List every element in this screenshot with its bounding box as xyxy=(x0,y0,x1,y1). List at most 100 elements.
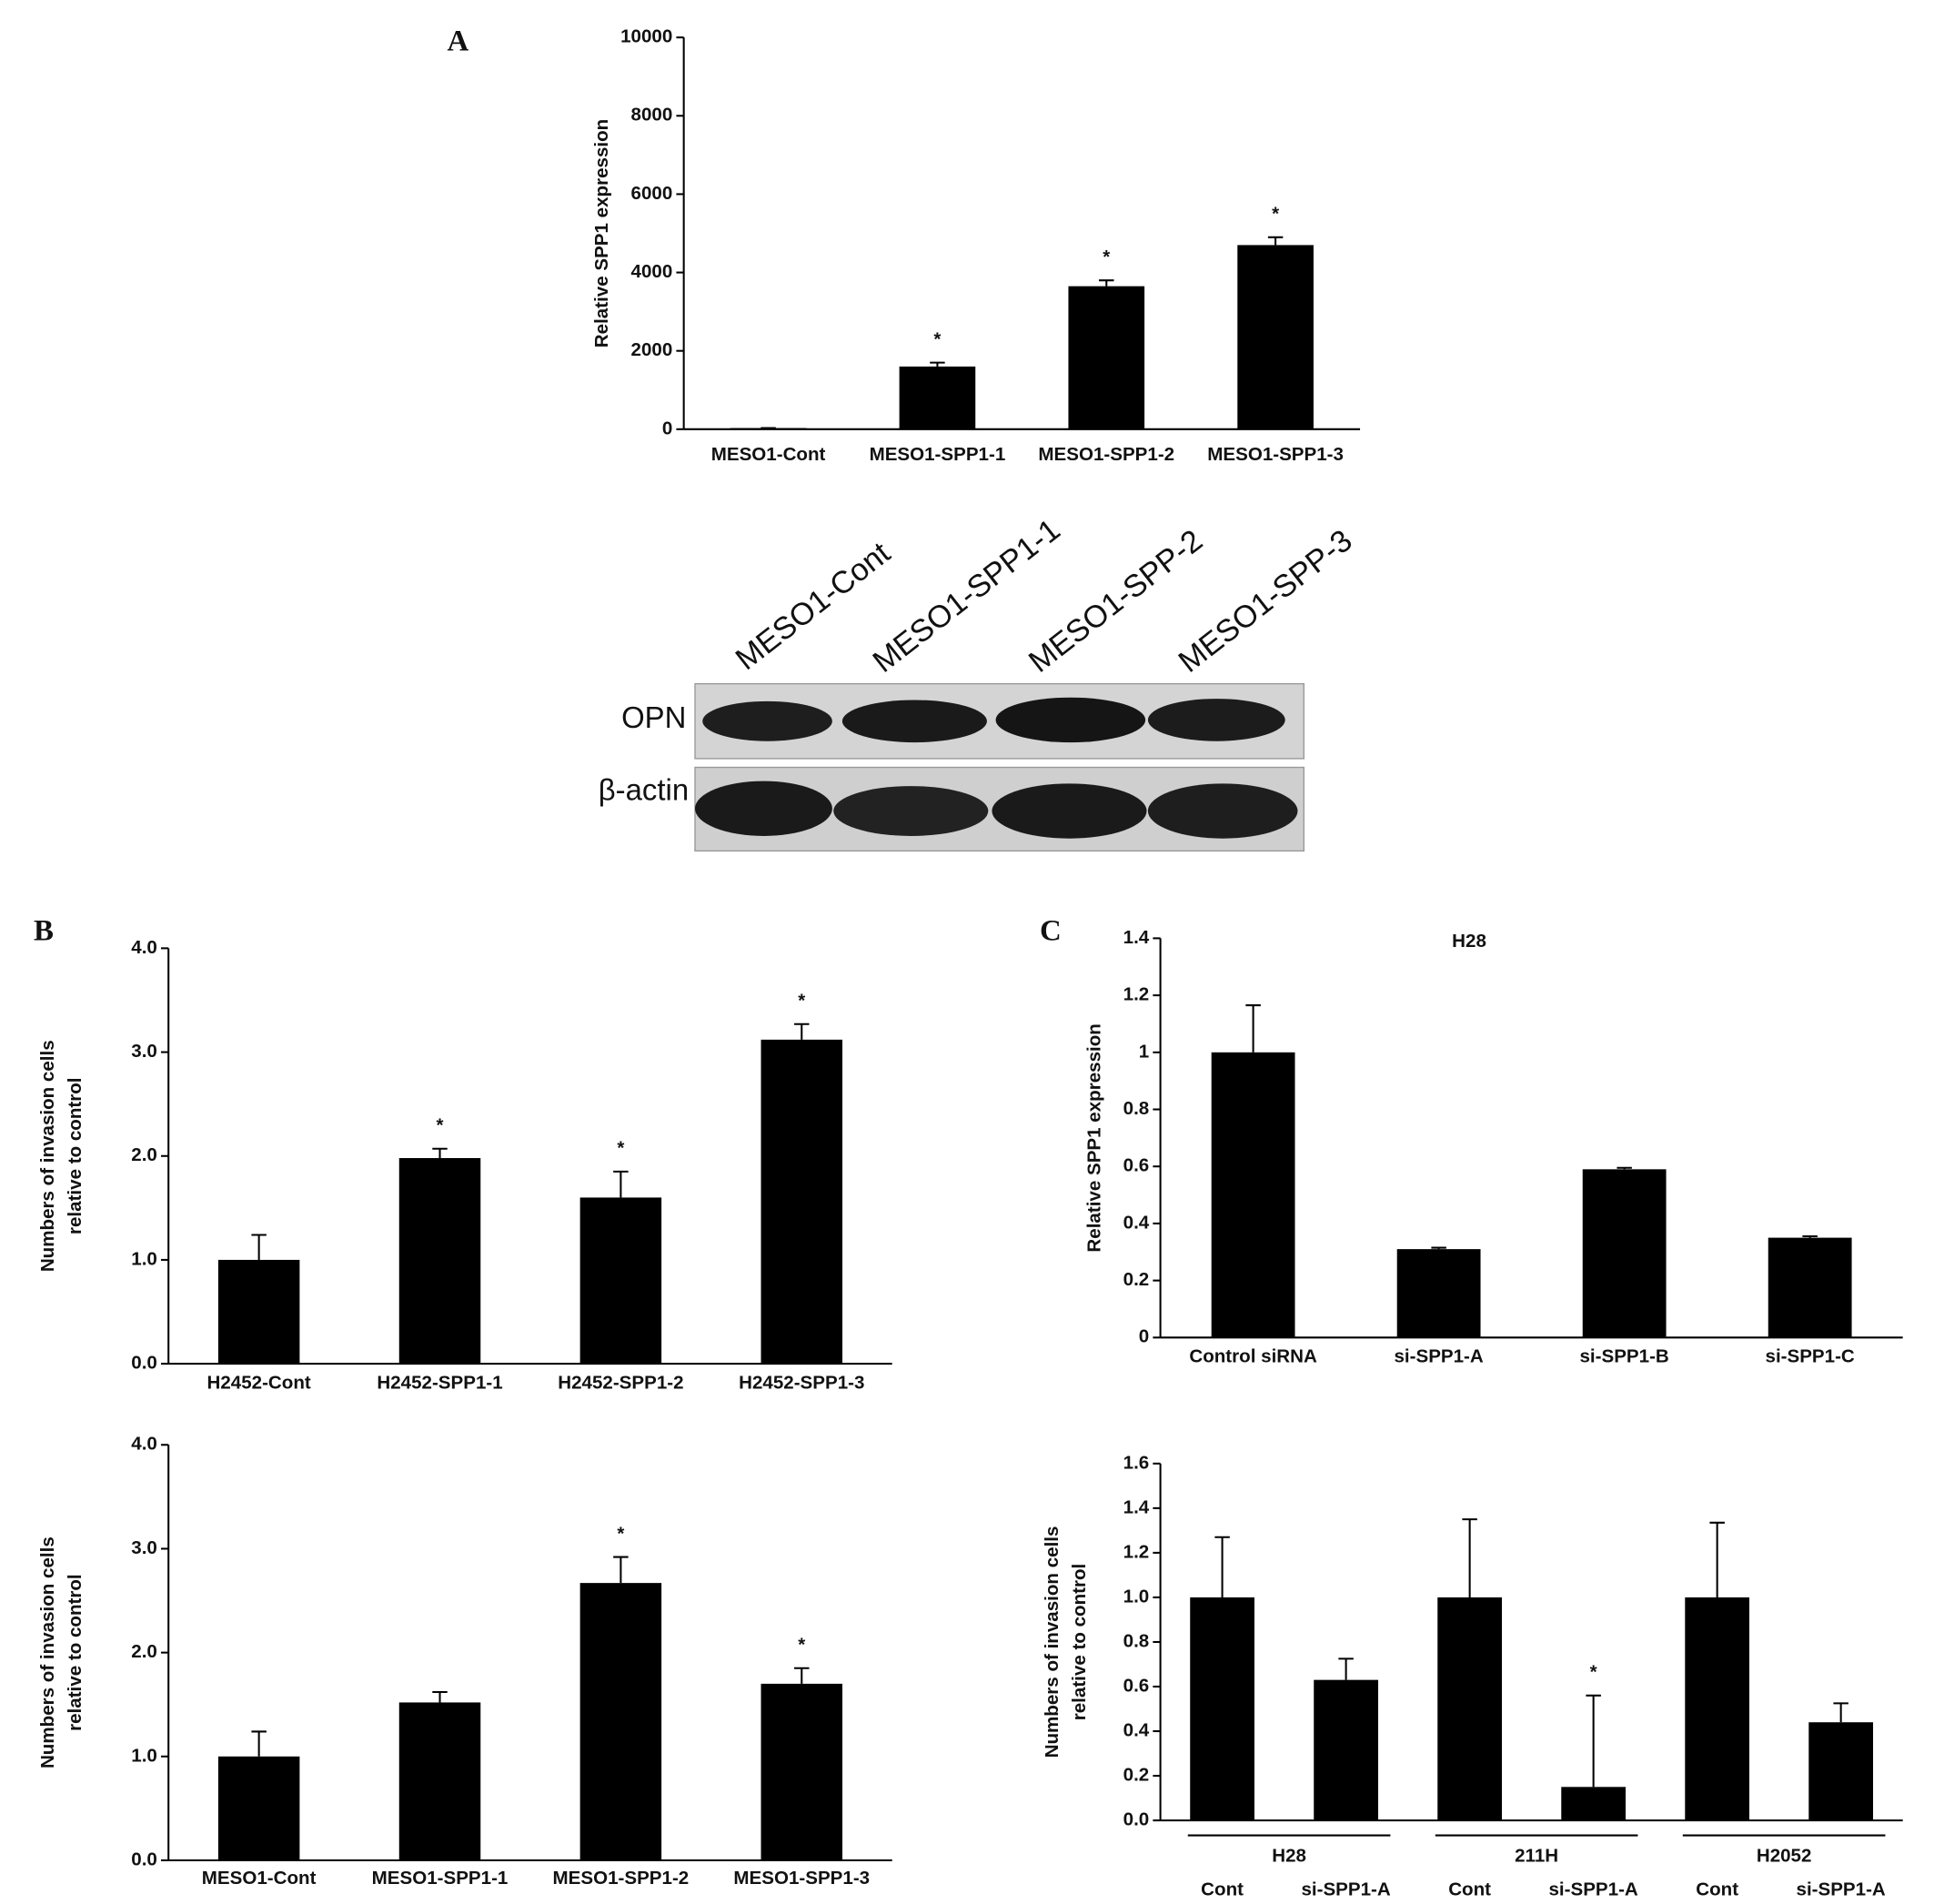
x-tick-label: si-SPP1-C xyxy=(1766,1346,1855,1367)
group-label: 211H xyxy=(1515,1845,1558,1866)
band xyxy=(1147,783,1298,839)
y-tick-label: 8000 xyxy=(631,105,673,126)
y-axis-label: Numbers of invasion cells xyxy=(37,1536,58,1768)
y-tick-label: 0.6 xyxy=(1123,1675,1150,1696)
y-axis-label: relative to control xyxy=(65,1574,86,1731)
y-tick-label: 0.4 xyxy=(1123,1719,1150,1740)
y-axis-label: Numbers of invasion cells xyxy=(1042,1526,1063,1758)
bar xyxy=(1396,1249,1481,1338)
y-tick-label: 0.8 xyxy=(1123,1630,1150,1651)
significance-label: * xyxy=(617,1138,624,1159)
x-tick-label: MESO1-Cont xyxy=(711,444,826,465)
x-tick-label: si-SPP1-A xyxy=(1797,1879,1886,1899)
chart: 0.0 1.0 2.0 3.0 4.0 Numbers of invasion cells… xyxy=(37,937,892,1393)
y-tick-label: 0 xyxy=(1139,1326,1149,1347)
bar xyxy=(398,1702,481,1860)
y-tick-label: 4.0 xyxy=(131,1434,157,1455)
band xyxy=(695,781,832,836)
x-tick-label: si-SPP1-A xyxy=(1394,1346,1483,1367)
x-tick-label: H2452-SPP1-1 xyxy=(377,1372,502,1393)
y-axis-label: relative to control xyxy=(1069,1564,1090,1721)
y-tick-label: 0.2 xyxy=(1123,1765,1150,1786)
y-tick-label: 0 xyxy=(662,418,672,438)
bar xyxy=(1437,1597,1502,1821)
x-tick-label: MESO1-SPP1-3 xyxy=(733,1868,870,1889)
y-tick-label: 0.8 xyxy=(1123,1098,1150,1119)
y-tick-label: 0.0 xyxy=(131,1849,157,1869)
y-tick-label: 6000 xyxy=(631,183,673,204)
y-tick-label: 1.4 xyxy=(1123,927,1150,948)
chart: 0.0 0.2 0.4 0.6 0.8 1.0 1.2 1.4 1.6 Numbers of in… xyxy=(1042,1452,1903,1899)
x-tick-label: Cont xyxy=(1448,1879,1491,1899)
bar xyxy=(1237,245,1314,429)
band xyxy=(841,700,987,743)
significance-label: * xyxy=(1590,1662,1597,1683)
x-tick-label: MESO1-SPP1-3 xyxy=(1207,444,1344,465)
bar xyxy=(1685,1597,1750,1821)
y-tick-label: 0.6 xyxy=(1123,1155,1150,1176)
x-tick-label: Cont xyxy=(1696,1879,1738,1899)
bar xyxy=(1582,1169,1667,1338)
panel-label: C xyxy=(1040,914,1062,947)
significance-label: * xyxy=(1272,204,1279,225)
x-tick-label: H2452-SPP1-3 xyxy=(739,1372,864,1393)
panel-label: A xyxy=(448,25,469,58)
x-tick-label: MESO1-SPP1-1 xyxy=(870,444,1006,465)
significance-label: * xyxy=(798,990,805,1011)
y-tick-label: 2.0 xyxy=(131,1144,157,1165)
x-tick-label: Control siRNA xyxy=(1189,1346,1317,1367)
bar xyxy=(899,366,976,429)
x-tick-label: si-SPP1-A xyxy=(1301,1879,1390,1899)
bar xyxy=(579,1197,662,1365)
y-tick-label: 0.0 xyxy=(131,1353,157,1374)
bar xyxy=(1768,1237,1852,1338)
significance-label: * xyxy=(617,1523,624,1544)
x-tick-label: H2452-SPP1-2 xyxy=(558,1372,683,1393)
bar xyxy=(1211,1052,1295,1338)
bar xyxy=(1068,286,1145,429)
y-tick-label: 2.0 xyxy=(131,1641,157,1662)
x-tick-label: si-SPP1-B xyxy=(1579,1346,1668,1367)
x-tick-label: H2452-Cont xyxy=(207,1372,311,1393)
blot-row-label: β-actin xyxy=(599,773,689,807)
band xyxy=(995,697,1146,743)
band xyxy=(833,786,989,836)
y-tick-label: 10000 xyxy=(620,26,672,47)
y-tick-label: 1.4 xyxy=(1123,1496,1150,1517)
x-tick-label: MESO1-SPP1-2 xyxy=(553,1868,690,1889)
bar xyxy=(217,1756,300,1860)
y-tick-label: 3.0 xyxy=(131,1537,157,1558)
bar xyxy=(1808,1722,1874,1821)
x-tick-label: si-SPP1-A xyxy=(1548,1879,1637,1899)
y-tick-label: 1.0 xyxy=(131,1745,157,1766)
band xyxy=(1147,699,1285,741)
y-tick-label: 0.0 xyxy=(1123,1809,1150,1830)
y-tick-label: 4.0 xyxy=(131,937,157,958)
band xyxy=(992,783,1147,839)
y-tick-label: 0.2 xyxy=(1123,1269,1150,1290)
bar xyxy=(1314,1679,1378,1821)
group-label: H2052 xyxy=(1757,1845,1812,1866)
x-tick-label: MESO1-Cont xyxy=(202,1868,317,1889)
group-label: H28 xyxy=(1272,1845,1306,1866)
band xyxy=(702,700,832,741)
y-tick-label: 2000 xyxy=(631,339,673,360)
y-axis-label: relative to control xyxy=(65,1077,86,1234)
y-tick-label: 1.0 xyxy=(1123,1586,1150,1607)
significance-label: * xyxy=(1103,247,1110,267)
significance-label: * xyxy=(437,1115,444,1136)
y-tick-label: 4000 xyxy=(631,261,673,282)
x-tick-label: MESO1-SPP1-2 xyxy=(1038,444,1174,465)
y-tick-label: 0.4 xyxy=(1123,1212,1150,1233)
bar xyxy=(761,1683,843,1860)
chart: 0.0 1.0 2.0 3.0 4.0 Numbers of invasion cells… xyxy=(37,1434,892,1889)
bar xyxy=(1190,1597,1254,1821)
bar xyxy=(761,1039,843,1365)
panel-label: B xyxy=(34,914,54,947)
bar xyxy=(398,1158,481,1365)
significance-label: * xyxy=(798,1635,805,1656)
y-axis-label: Numbers of invasion cells xyxy=(37,1040,58,1272)
y-axis-label: Relative SPP1 expression xyxy=(1084,1023,1105,1252)
x-tick-label: MESO1-SPP1-1 xyxy=(372,1868,509,1889)
